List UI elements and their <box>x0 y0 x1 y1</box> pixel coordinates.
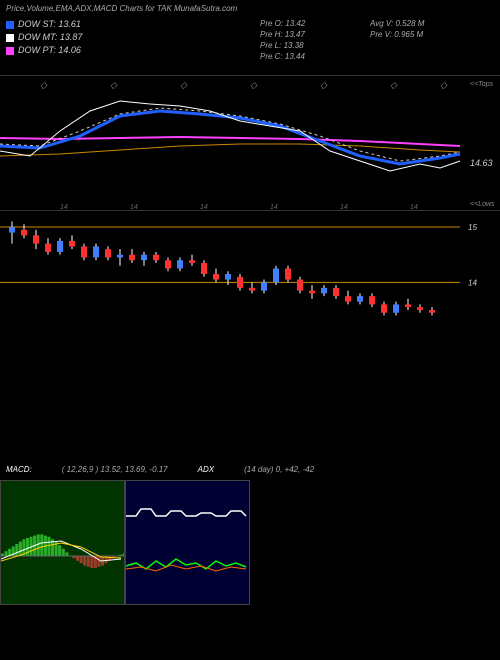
svg-text:◇: ◇ <box>320 80 328 90</box>
svg-text:<<Tops: <<Tops <box>470 81 494 88</box>
svg-text:◇: ◇ <box>250 80 258 90</box>
svg-text:◇: ◇ <box>40 80 48 90</box>
price-ema-panel: ◇◇◇◇◇◇◇<<Tops<<Lows14.63141414141414 <box>0 75 500 210</box>
legend: DOW ST: 13.61DOW MT: 13.87DOW PT: 14.06 <box>6 18 82 57</box>
adx-values: (14 day) 0, +42, -42 <box>244 465 314 474</box>
svg-text:◇: ◇ <box>440 80 448 90</box>
adx-panel <box>125 480 250 605</box>
svg-text:15: 15 <box>468 223 477 232</box>
candlestick-panel: 1514 <box>0 210 500 325</box>
chart-title: Price,Volume,EMA,ADX,MACD Charts for TAK… <box>0 0 500 17</box>
svg-text:<<Lows: <<Lows <box>470 201 495 208</box>
macd-panel <box>0 480 125 605</box>
indicator-panels <box>0 480 250 605</box>
ohlc-stats: Pre O: 13.42Pre H: 13.47Pre L: 13.38Pre … <box>260 18 305 62</box>
svg-text:14.63: 14.63 <box>470 158 493 168</box>
svg-text:14: 14 <box>468 278 477 287</box>
svg-text:◇: ◇ <box>180 80 188 90</box>
macd-values: ( 12,26,9 ) 13.52, 13.69, -0.17 <box>62 465 168 474</box>
volume-stats: Avg V: 0.528 MPre V: 0.965 M <box>370 18 424 40</box>
svg-text:◇: ◇ <box>390 80 398 90</box>
svg-text:◇: ◇ <box>110 80 118 90</box>
indicator-labels: MACD: ( 12,26,9 ) 13.52, 13.69, -0.17 AD… <box>0 465 500 474</box>
macd-label: MACD: <box>6 465 32 474</box>
adx-label: ADX <box>198 465 214 474</box>
